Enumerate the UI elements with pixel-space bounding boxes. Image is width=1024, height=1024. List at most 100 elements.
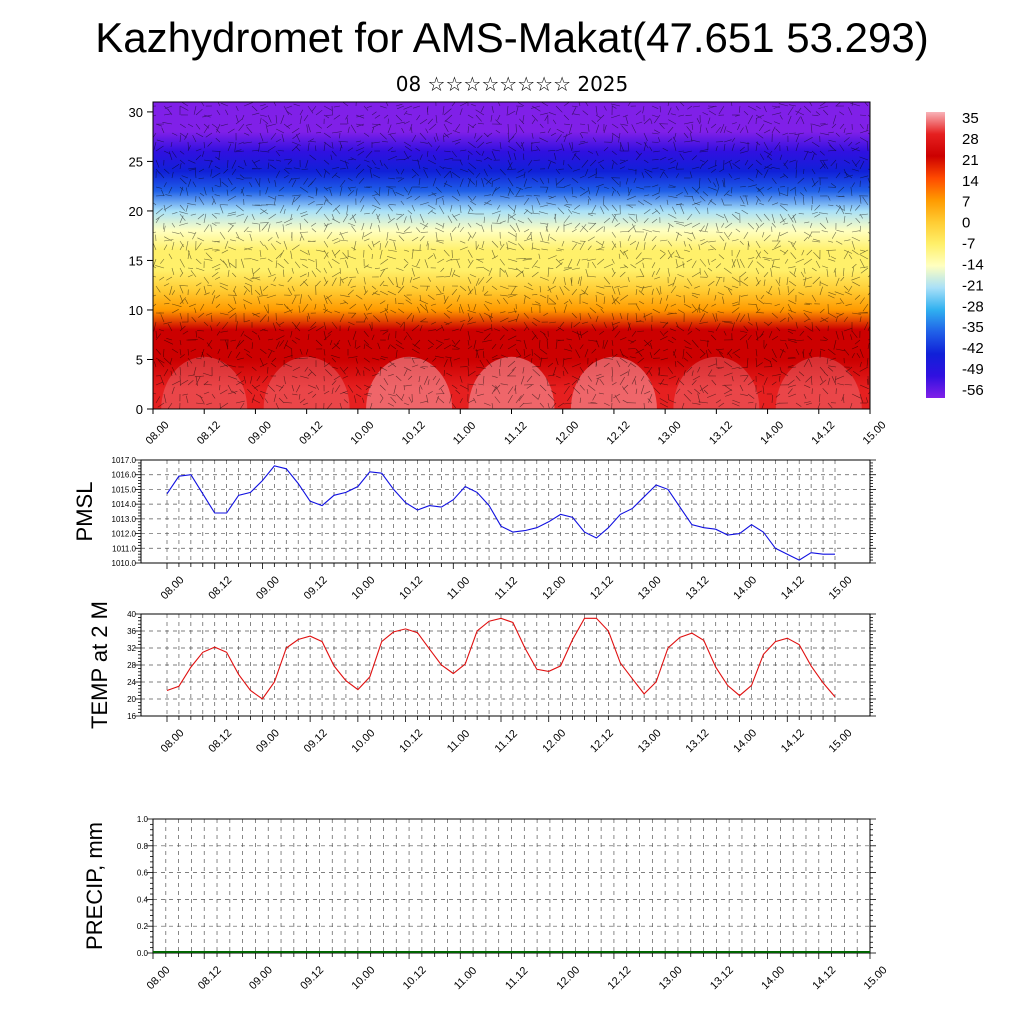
- wind-barb: [619, 266, 628, 269]
- wind-barb: [771, 166, 781, 170]
- wind-barb: [171, 267, 175, 275]
- wind-barb: [762, 385, 765, 395]
- wind-barb: [155, 381, 164, 386]
- wind-barb: [597, 258, 605, 265]
- wind-barb: [240, 186, 245, 194]
- wind-barb: [190, 348, 197, 352]
- wind-barb: [416, 114, 421, 121]
- wind-barb: [783, 162, 789, 170]
- wind-barb: [691, 292, 701, 296]
- wind-barb: [398, 308, 405, 314]
- wind-barb: [365, 393, 373, 395]
- wind-barb: [323, 105, 333, 111]
- wind-barb: [803, 358, 810, 368]
- wind-barb: [698, 244, 701, 251]
- wind-barb: [523, 197, 530, 206]
- wind-barb: [731, 276, 740, 283]
- wind-barb: [715, 276, 723, 278]
- wind-barb: [807, 335, 813, 341]
- wind-barb: [683, 240, 686, 247]
- wind-barb: [507, 386, 514, 395]
- wind-barb: [777, 231, 781, 241]
- wind-barb: [835, 132, 840, 137]
- wind-barb: [787, 379, 795, 386]
- wind-barb: [851, 330, 858, 338]
- wind-barb: [812, 238, 821, 242]
- wind-barb: [576, 375, 581, 384]
- wind-barb: [507, 162, 513, 170]
- wind-barb: [641, 285, 645, 292]
- wind-barb: [555, 226, 560, 233]
- wind-barb: [700, 240, 709, 246]
- wind-barb: [261, 222, 269, 231]
- wind-barb: [476, 393, 485, 397]
- wind-barb: [643, 232, 648, 242]
- wind-barb: [449, 393, 453, 404]
- wind-barb: [371, 193, 378, 197]
- wind-barb: [532, 369, 541, 377]
- wind-barb: [628, 216, 637, 224]
- wind-barb: [518, 125, 525, 134]
- wind-barb: [708, 240, 717, 243]
- wind-barb: [790, 242, 797, 251]
- wind-barb: [675, 232, 680, 242]
- wind-barb: [485, 177, 493, 185]
- wind-barb: [315, 123, 322, 129]
- wind-barb: [659, 171, 664, 179]
- wind-barb: [469, 274, 477, 278]
- wind-barb: [569, 344, 573, 350]
- wind-barb: [433, 136, 437, 143]
- wind-barb: [333, 105, 341, 108]
- wind-barb: [763, 163, 773, 170]
- wind-barb: [697, 393, 701, 404]
- wind-barb: [363, 159, 370, 163]
- wind-barb: [747, 105, 757, 111]
- wind-barb: [763, 357, 772, 362]
- wind-barb: [771, 213, 775, 224]
- y-tick-label: 16: [127, 712, 136, 721]
- wind-barb: [579, 312, 581, 321]
- wind-barb: [383, 163, 389, 170]
- wind-barb: [164, 236, 173, 242]
- wind-barb: [723, 321, 734, 324]
- wind-barb: [523, 326, 528, 332]
- wind-barb: [642, 258, 653, 260]
- wind-barb: [826, 249, 837, 251]
- wind-barb: [867, 391, 870, 395]
- wind-barb: [331, 380, 337, 386]
- wind-barb: [467, 321, 477, 325]
- wind-barb: [220, 360, 229, 368]
- wind-barb: [563, 184, 571, 188]
- wind-barb: [755, 114, 762, 119]
- wind-barb: [256, 375, 261, 382]
- wind-barb: [603, 285, 612, 288]
- wind-barb: [596, 375, 605, 380]
- wind-barb: [199, 395, 205, 404]
- wind-barb: [686, 126, 693, 134]
- wind-barb: [547, 362, 554, 368]
- wind-barb: [683, 393, 692, 402]
- wind-barb: [523, 296, 526, 305]
- wind-barb: [238, 141, 245, 145]
- wind-barb: [795, 133, 800, 143]
- wind-barb: [179, 186, 184, 197]
- wind-barb: [625, 115, 629, 125]
- wind-barb: [239, 389, 245, 395]
- wind-barb: [287, 287, 293, 296]
- wind-barb: [834, 375, 845, 380]
- wind-barb: [763, 279, 766, 287]
- wind-barb: [620, 294, 629, 301]
- y-tick-label: 0.0: [137, 949, 149, 958]
- wind-barb: [611, 105, 617, 109]
- wind-barb: [475, 388, 477, 395]
- wind-barb: [699, 177, 701, 188]
- wind-barb: [251, 105, 258, 112]
- wind-barb: [234, 141, 237, 152]
- wind-barb: [262, 119, 269, 125]
- wind-barb: [691, 186, 700, 194]
- wind-barb: [844, 171, 853, 179]
- wind-barb: [270, 362, 277, 368]
- wind-barb: [664, 303, 669, 312]
- wind-barb: [491, 150, 496, 160]
